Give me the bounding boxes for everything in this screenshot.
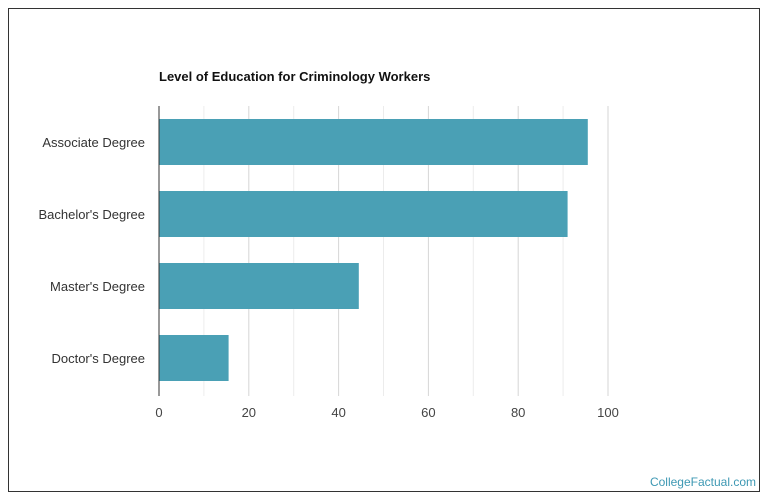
bars: [159, 119, 588, 381]
category-label: Bachelor's Degree: [38, 207, 145, 222]
category-labels: Associate Degree Bachelor's Degree Master'…: [38, 135, 145, 366]
x-tick-label: 60: [421, 405, 435, 420]
brand-link[interactable]: CollegeFactual.com: [649, 475, 756, 489]
category-label: Doctor's Degree: [51, 351, 145, 366]
x-tick-label: 20: [242, 405, 256, 420]
chart-title: Level of Education for Criminology Worke…: [159, 69, 430, 84]
bar-bachelor-s-degree: [159, 191, 568, 237]
x-tick-labels: 0 20 40 60 80 100: [155, 405, 618, 420]
x-tick-label: 0: [155, 405, 162, 420]
bar-doctor-s-degree: [159, 335, 229, 381]
x-tick-label: 80: [511, 405, 525, 420]
x-tick-label: 40: [331, 405, 345, 420]
x-tick-label: 100: [597, 405, 619, 420]
bar-master-s-degree: [159, 263, 359, 309]
category-label: Associate Degree: [42, 135, 145, 150]
bar-associate-degree: [159, 119, 588, 165]
category-label: Master's Degree: [50, 279, 145, 294]
